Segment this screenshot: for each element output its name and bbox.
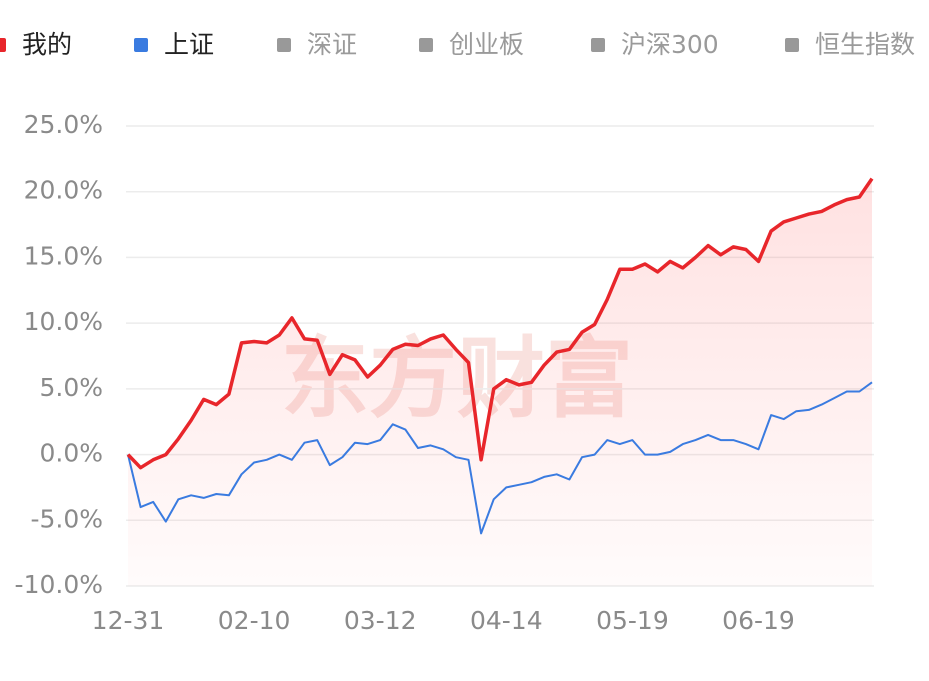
y-tick-label: 5.0% <box>39 373 103 402</box>
legend-label[interactable]: 恒生指数 <box>815 30 915 59</box>
legend-marker[interactable] <box>591 38 605 52</box>
y-tick-label: 10.0% <box>24 307 103 336</box>
legend-label[interactable]: 我的 <box>22 30 72 59</box>
legend-marker[interactable] <box>419 38 433 52</box>
line <box>127 381 873 535</box>
y-tick-label: 20.0% <box>24 176 103 205</box>
x-tick-label: 05-19 <box>596 606 669 635</box>
y-tick-label: 0.0% <box>39 439 103 468</box>
x-tick-label: 03-12 <box>344 606 417 635</box>
x-tick-label: 06-19 <box>722 606 795 635</box>
area <box>128 178 872 586</box>
legend-label[interactable]: 上证 <box>164 30 214 59</box>
x-tick-label: 04-14 <box>470 606 543 635</box>
x-tick-label: 12-31 <box>92 606 165 635</box>
legend-marker[interactable] <box>785 38 799 52</box>
y-tick-label: -10.0% <box>15 570 103 599</box>
legend-label[interactable]: 深证 <box>307 30 357 59</box>
legend-marker[interactable] <box>134 38 148 52</box>
legend-marker[interactable] <box>0 38 6 52</box>
legend-marker[interactable] <box>277 38 291 52</box>
y-tick-label: 15.0% <box>24 241 103 270</box>
legend-label[interactable]: 创业板 <box>449 30 524 59</box>
y-tick-label: 25.0% <box>24 110 103 139</box>
y-tick-label: -5.0% <box>30 504 103 533</box>
line <box>126 177 874 470</box>
x-tick-label: 02-10 <box>218 606 291 635</box>
legend-label[interactable]: 沪深300 <box>621 30 719 59</box>
